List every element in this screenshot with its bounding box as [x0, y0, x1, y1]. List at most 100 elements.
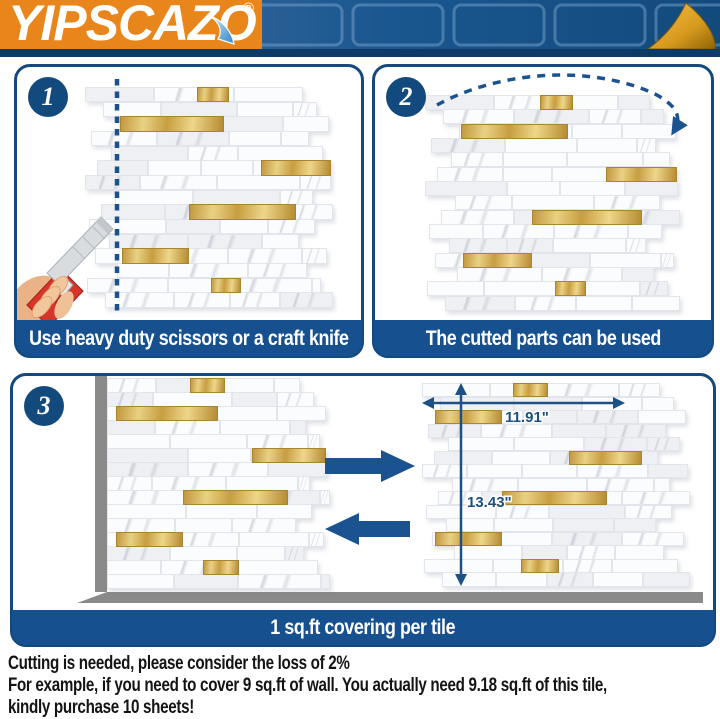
- marble-brick: [192, 189, 281, 205]
- gold-brick: [539, 95, 573, 110]
- marble-brick: [552, 166, 607, 182]
- marble-brick: [174, 518, 232, 533]
- marble-brick: [89, 219, 167, 235]
- step2-illustration: [375, 67, 711, 320]
- marble-brick: [572, 123, 623, 139]
- marble-brick: [627, 224, 662, 239]
- gold-brick: [521, 558, 559, 574]
- marble-brick: [443, 109, 515, 125]
- marble-brick: [187, 462, 268, 477]
- marble-brick: [611, 558, 678, 574]
- marble-brick: [425, 181, 508, 196]
- marble-brick: [452, 477, 519, 492]
- marble-brick: [147, 160, 201, 176]
- marble-brick: [422, 383, 491, 398]
- marble-brick: [168, 263, 249, 279]
- marble-brick: [107, 574, 175, 589]
- marble-brick: [107, 518, 175, 533]
- marble-brick: [225, 277, 312, 293]
- marble-brick: [437, 166, 503, 182]
- gold-brick: [122, 248, 190, 264]
- marble-brick: [505, 138, 578, 153]
- marble-brick: [285, 546, 304, 561]
- marble-brick: [87, 277, 169, 293]
- marble-brick: [522, 410, 578, 425]
- marble-brick: [426, 504, 496, 519]
- marble-brick: [438, 491, 482, 506]
- marble-brick: [226, 476, 299, 491]
- marble-brick: [257, 504, 312, 519]
- marble-brick: [170, 546, 238, 561]
- marble-brick: [219, 219, 269, 235]
- marble-brick: [107, 546, 171, 561]
- marble-brick: [85, 175, 141, 191]
- marble-brick: [483, 224, 554, 239]
- floor-bar: [77, 592, 703, 603]
- marble-brick: [542, 267, 622, 282]
- marble-brick: [107, 462, 188, 477]
- marble-brick: [280, 292, 333, 308]
- marble-brick: [103, 101, 161, 117]
- marble-brick: [592, 572, 644, 587]
- gold-brick: [115, 406, 219, 421]
- gold-brick: [189, 378, 226, 393]
- gold-brick: [261, 160, 331, 176]
- step-number-badge: 1: [28, 77, 68, 117]
- marble-brick: [551, 531, 622, 546]
- gold-brick: [202, 560, 239, 575]
- marble-brick: [290, 420, 306, 435]
- marble-brick: [237, 546, 286, 561]
- tile-sheet-illustration: [85, 87, 333, 308]
- move-right-icon: [325, 450, 415, 482]
- marble-brick: [639, 281, 668, 297]
- step-number: 3: [37, 391, 51, 420]
- marble-brick: [188, 448, 251, 463]
- marble-brick: [440, 396, 515, 411]
- marble-brick: [107, 420, 156, 435]
- logo-peel-swoosh-icon: [207, 14, 235, 45]
- marble-brick: [583, 437, 647, 452]
- marble-brick: [107, 392, 153, 407]
- marble-brick: [276, 406, 326, 421]
- marble-brick: [166, 219, 220, 235]
- marble-brick: [551, 423, 606, 438]
- gold-brick: [513, 383, 548, 398]
- note-line-3: kindly purchase 10 sheets!: [8, 697, 194, 718]
- gold-brick: [463, 252, 533, 268]
- note-line-1: Cutting is needed, please consider the l…: [8, 653, 350, 674]
- brand-banner: YIPSCAZO ®: [0, 0, 720, 57]
- marble-brick: [442, 572, 497, 587]
- gold-brick: [182, 490, 288, 505]
- marble-brick: [641, 396, 674, 411]
- brand-logo: YIPSCAZO ®: [0, 0, 262, 49]
- marble-brick: [140, 175, 218, 191]
- marble-brick: [588, 109, 641, 125]
- gold-brick: [502, 491, 607, 506]
- marble-brick: [466, 464, 522, 479]
- marble-brick: [301, 248, 327, 264]
- marble-brick: [107, 378, 157, 393]
- gold-brick: [189, 204, 296, 220]
- marble-brick: [434, 450, 492, 465]
- marble-brick: [502, 166, 553, 182]
- marble-brick: [640, 109, 664, 125]
- marble-brick: [261, 233, 299, 249]
- marble-brick: [566, 152, 644, 168]
- marble-brick: [298, 476, 310, 491]
- marble-brick: [581, 396, 642, 411]
- marble-brick: [85, 87, 155, 103]
- marble-brick: [605, 423, 666, 438]
- marble-brick: [455, 195, 512, 211]
- tile-sheet-dimensioned: [422, 383, 690, 587]
- marble-brick: [553, 224, 628, 239]
- marble-brick: [230, 292, 281, 308]
- marble-brick: [577, 138, 638, 153]
- marble-brick: [654, 477, 670, 492]
- marble-brick: [292, 101, 317, 117]
- marble-brick: [185, 504, 258, 519]
- note-line-2: For example, if you need to cover 9 sq.f…: [8, 675, 607, 696]
- wall-edge: [95, 376, 107, 592]
- marble-brick: [621, 267, 654, 282]
- marble-brick: [449, 238, 507, 254]
- step-caption: 1 sq.ft covering per tile: [270, 616, 456, 639]
